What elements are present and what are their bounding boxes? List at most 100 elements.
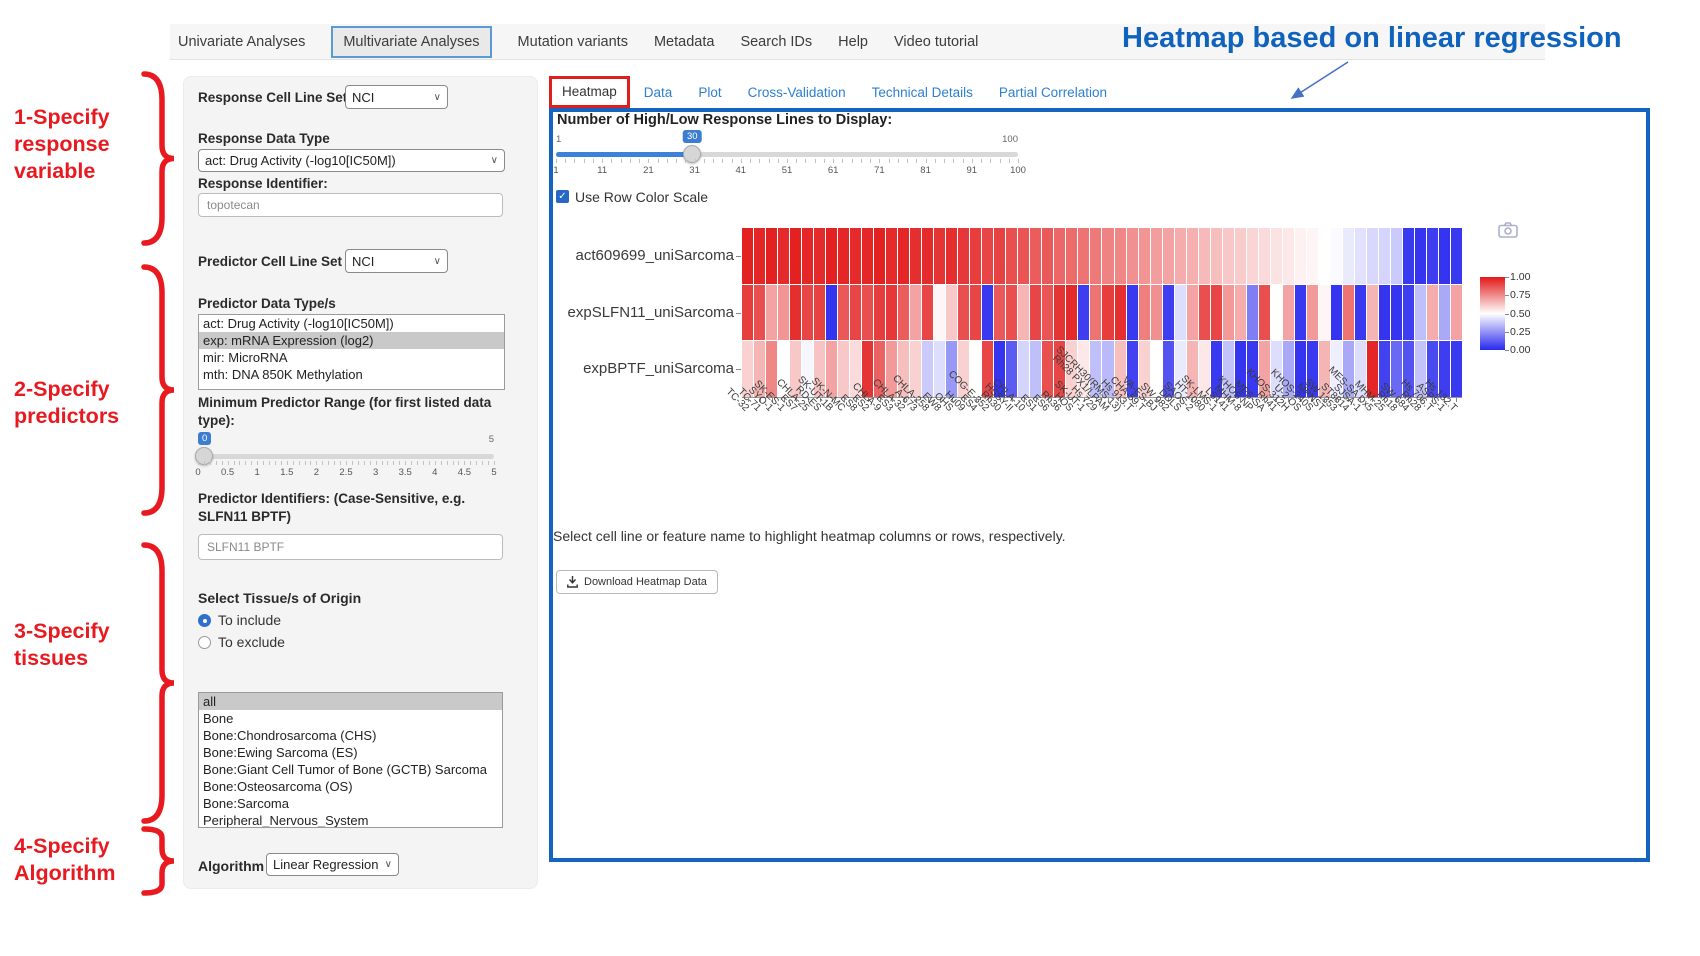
heatmap-cell[interactable]: [1042, 228, 1054, 284]
heatmap-cell[interactable]: [766, 228, 778, 284]
response-cell-line-set-select[interactable]: NCI ∨: [345, 85, 448, 109]
heatmap-cell[interactable]: [1066, 228, 1078, 284]
heatmap-cell[interactable]: [1426, 228, 1438, 284]
heatmap-cell[interactable]: [1030, 341, 1042, 397]
heatmap-cell[interactable]: [790, 341, 802, 397]
heatmap-cell[interactable]: [1030, 228, 1042, 284]
heatmap-cell[interactable]: [1450, 228, 1462, 284]
heatmap-cell[interactable]: [1174, 341, 1186, 397]
heatmap-cell[interactable]: [1138, 284, 1150, 341]
heatmap-cell[interactable]: [1066, 284, 1078, 341]
tissue-option-bone-chondrosarcoma-chs[interactable]: Bone:Chondrosarcoma (CHS): [203, 728, 377, 743]
heatmap-cell[interactable]: [826, 341, 838, 397]
heatmap-cell[interactable]: [778, 228, 790, 284]
heatmap-cell[interactable]: [1246, 228, 1258, 284]
heatmap-cell[interactable]: [1126, 228, 1138, 284]
heatmap-cell[interactable]: [1426, 284, 1438, 341]
heatmap-cell[interactable]: [1126, 284, 1138, 341]
heatmap-cell[interactable]: [1390, 228, 1402, 284]
heatmap-cell[interactable]: [1198, 341, 1210, 397]
heatmap-row-label-expslfn11-unisarcoma[interactable]: expSLFN11_uniSarcoma: [567, 304, 734, 321]
heatmap-cell[interactable]: [910, 341, 922, 397]
tab-data[interactable]: Data: [643, 84, 673, 100]
heatmap-cell[interactable]: [826, 228, 838, 284]
heatmap-cell[interactable]: [1258, 341, 1270, 397]
nav-tab-help[interactable]: Help: [838, 33, 868, 50]
heatmap-cell[interactable]: [898, 284, 910, 341]
heatmap-cell[interactable]: [874, 284, 886, 341]
tissue-option-bone-giant-cell-tumor-of-bone-gctb-sarcoma[interactable]: Bone:Giant Cell Tumor of Bone (GCTB) Sar…: [203, 762, 487, 777]
heatmap-cell[interactable]: [1282, 228, 1294, 284]
heatmap-cell[interactable]: [1102, 228, 1114, 284]
tab-plot[interactable]: Plot: [698, 84, 722, 100]
heatmap-cell[interactable]: [982, 341, 994, 397]
heatmap-cell[interactable]: [1114, 228, 1126, 284]
data-type-option-exp-mrna-expression-log2[interactable]: exp: mRNA Expression (log2): [199, 332, 504, 349]
heatmap-cell[interactable]: [922, 284, 934, 341]
heatmap-cell[interactable]: [1210, 341, 1222, 397]
heatmap-cell[interactable]: [1282, 341, 1294, 397]
response-data-type-select[interactable]: act: Drug Activity (-log10[IC50M]) ∨: [198, 149, 505, 172]
heatmap-cell[interactable]: [1018, 228, 1030, 284]
heatmap-cell[interactable]: [1378, 341, 1390, 397]
heatmap-cell[interactable]: [910, 228, 922, 284]
heatmap-cell[interactable]: [1114, 284, 1126, 341]
heatmap-cell[interactable]: [1402, 228, 1414, 284]
heatmap-cell[interactable]: [838, 228, 850, 284]
heatmap-cell[interactable]: [742, 284, 754, 341]
heatmap-cell[interactable]: [1234, 341, 1246, 397]
heatmap-cell[interactable]: [1330, 284, 1342, 341]
heatmap-cell[interactable]: [1342, 284, 1354, 341]
heatmap-cell[interactable]: [970, 228, 982, 284]
download-heatmap-button[interactable]: Download Heatmap Data: [556, 570, 718, 594]
nav-tab-metadata[interactable]: Metadata: [653, 33, 715, 50]
heatmap-cell[interactable]: [1318, 341, 1330, 397]
heatmap-cell[interactable]: [1210, 228, 1222, 284]
tissue-listbox[interactable]: all Bone Bone:Chondrosarcoma (CHS) Bone:Ewi…: [198, 692, 503, 828]
heatmap-cell[interactable]: [1042, 284, 1054, 341]
heatmap-cell[interactable]: [946, 284, 958, 341]
heatmap-cell[interactable]: [1222, 341, 1234, 397]
heatmap-cell[interactable]: [886, 284, 898, 341]
heatmap-cell[interactable]: [1102, 284, 1114, 341]
heatmap-cell[interactable]: [1018, 284, 1030, 341]
tissue-option-peripheral-nervous-system[interactable]: Peripheral_Nervous_System: [203, 813, 369, 828]
heatmap-cell[interactable]: [1150, 284, 1162, 341]
heatmap-cell[interactable]: [958, 341, 970, 397]
heatmap-cell[interactable]: [1354, 284, 1366, 341]
heatmap-cell[interactable]: [1318, 228, 1330, 284]
min-predictor-range-slider[interactable]: 0 5 0 0.5 1 1.5 2 2.5 3 3.5 4 4.5 5: [195, 432, 497, 478]
heatmap-cell[interactable]: [1438, 341, 1450, 397]
heatmap-cell[interactable]: [1150, 341, 1162, 397]
heatmap-cell[interactable]: [850, 284, 862, 341]
heatmap-cell[interactable]: [946, 341, 958, 397]
heatmap-cell[interactable]: [982, 284, 994, 341]
heatmap-cell[interactable]: [1342, 341, 1354, 397]
heatmap-cell[interactable]: [1414, 341, 1426, 397]
heatmap-cell[interactable]: [1354, 341, 1366, 397]
heatmap-cell[interactable]: [1270, 341, 1282, 397]
heatmap-cell[interactable]: [1114, 341, 1126, 397]
heatmap-cell[interactable]: [1366, 228, 1378, 284]
heatmap-cell[interactable]: [1330, 228, 1342, 284]
heatmap-cell[interactable]: [1042, 341, 1054, 397]
heatmap-cell[interactable]: [1222, 228, 1234, 284]
heatmap-row-label-expbptf-unisarcoma[interactable]: expBPTF_uniSarcoma: [583, 360, 734, 377]
heatmap-cell[interactable]: [958, 284, 970, 341]
camera-icon[interactable]: [1498, 222, 1518, 238]
heatmap-cell[interactable]: [1006, 284, 1018, 341]
heatmap-cell[interactable]: [1090, 284, 1102, 341]
heatmap-cell[interactable]: [1186, 284, 1198, 341]
heatmap-cell[interactable]: [1414, 284, 1426, 341]
heatmap-cell[interactable]: [850, 341, 862, 397]
heatmap-cell[interactable]: [1090, 228, 1102, 284]
heatmap-cell[interactable]: [922, 228, 934, 284]
heatmap-cell[interactable]: [1018, 341, 1030, 397]
tab-cross-validation[interactable]: Cross-Validation: [747, 84, 846, 100]
heatmap-cell[interactable]: [790, 284, 802, 341]
heatmap-cell[interactable]: [1258, 228, 1270, 284]
heatmap-cell[interactable]: [1366, 284, 1378, 341]
heatmap-cell[interactable]: [922, 341, 934, 397]
use-row-color-checkbox[interactable]: ✓: [556, 190, 569, 203]
heatmap-cell[interactable]: [994, 228, 1006, 284]
